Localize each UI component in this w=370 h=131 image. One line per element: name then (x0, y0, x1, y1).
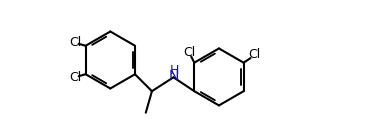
Text: H: H (169, 64, 179, 77)
Text: Cl: Cl (70, 71, 82, 84)
Text: Cl: Cl (70, 36, 82, 49)
Text: N: N (169, 69, 179, 83)
Text: Cl: Cl (184, 46, 196, 59)
Text: Cl: Cl (248, 48, 260, 61)
